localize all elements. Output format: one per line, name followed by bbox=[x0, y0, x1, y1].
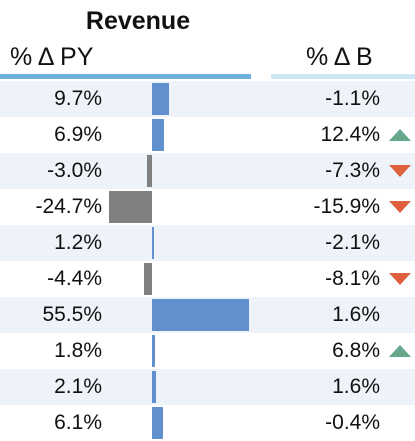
table-row[interactable]: 9.7% -1.1% bbox=[0, 81, 415, 117]
triangle-up-icon bbox=[389, 345, 411, 357]
table-row[interactable]: 2.1% 1.6% bbox=[0, 369, 415, 405]
budget-change-value: -8.1% bbox=[325, 267, 380, 290]
py-bar-positive bbox=[152, 335, 156, 367]
triangle-down-icon bbox=[389, 201, 411, 213]
budget-change-value: -0.4% bbox=[325, 411, 380, 434]
table-row[interactable]: 1.2% -2.1% bbox=[0, 225, 415, 261]
table-row[interactable]: 55.5% 1.6% bbox=[0, 297, 415, 333]
py-bar-negative bbox=[144, 263, 152, 295]
py-bar-positive bbox=[152, 407, 163, 439]
column-header-b[interactable]: % Δ B bbox=[306, 43, 373, 71]
column-header-py[interactable]: % Δ PY bbox=[10, 43, 94, 71]
table-row[interactable]: 1.8% 6.8% bbox=[0, 333, 415, 369]
budget-change-value: -15.9% bbox=[313, 195, 380, 218]
py-change-value: 6.1% bbox=[54, 411, 102, 434]
py-bar-positive bbox=[152, 83, 169, 115]
py-bar-positive bbox=[152, 371, 156, 403]
triangle-down-icon bbox=[389, 273, 411, 285]
table-row[interactable]: -3.0% -7.3% bbox=[0, 153, 415, 189]
py-change-value: 1.2% bbox=[54, 231, 102, 254]
triangle-down-icon bbox=[389, 165, 411, 177]
py-change-value: -3.0% bbox=[47, 159, 102, 182]
py-change-value: -24.7% bbox=[35, 195, 102, 218]
py-change-value: 2.1% bbox=[54, 375, 102, 398]
column-underline-b bbox=[271, 74, 415, 79]
table-row[interactable]: -4.4% -8.1% bbox=[0, 261, 415, 297]
py-change-value: 6.9% bbox=[54, 123, 102, 146]
column-underline-py bbox=[0, 74, 251, 79]
budget-change-value: 1.6% bbox=[332, 303, 380, 326]
py-bar-positive bbox=[152, 299, 250, 331]
py-change-value: 9.7% bbox=[54, 87, 102, 110]
table-title: Revenue bbox=[85, 7, 191, 35]
budget-change-value: 12.4% bbox=[320, 123, 380, 146]
py-bar-negative bbox=[108, 191, 152, 223]
budget-change-value: -2.1% bbox=[325, 231, 380, 254]
py-change-value: 1.8% bbox=[54, 339, 102, 362]
budget-change-value: -7.3% bbox=[325, 159, 380, 182]
py-bar-negative bbox=[146, 155, 152, 187]
budget-change-value: 6.8% bbox=[332, 339, 380, 362]
budget-change-value: 1.6% bbox=[332, 375, 380, 398]
triangle-up-icon bbox=[389, 129, 411, 141]
py-bar-positive bbox=[152, 119, 165, 151]
table-row[interactable]: 6.9% 12.4% bbox=[0, 117, 415, 153]
py-bar-positive bbox=[152, 227, 155, 259]
table-body: 9.7% -1.1% 6.9% 12.4% -3.0% -7.3% -24.7% -15.9%… bbox=[0, 81, 415, 441]
py-change-value: 55.5% bbox=[42, 303, 102, 326]
table-row[interactable]: 6.1% -0.4% bbox=[0, 405, 415, 441]
py-change-value: -4.4% bbox=[47, 267, 102, 290]
budget-change-value: -1.1% bbox=[325, 87, 380, 110]
table-row[interactable]: -24.7% -15.9% bbox=[0, 189, 415, 225]
